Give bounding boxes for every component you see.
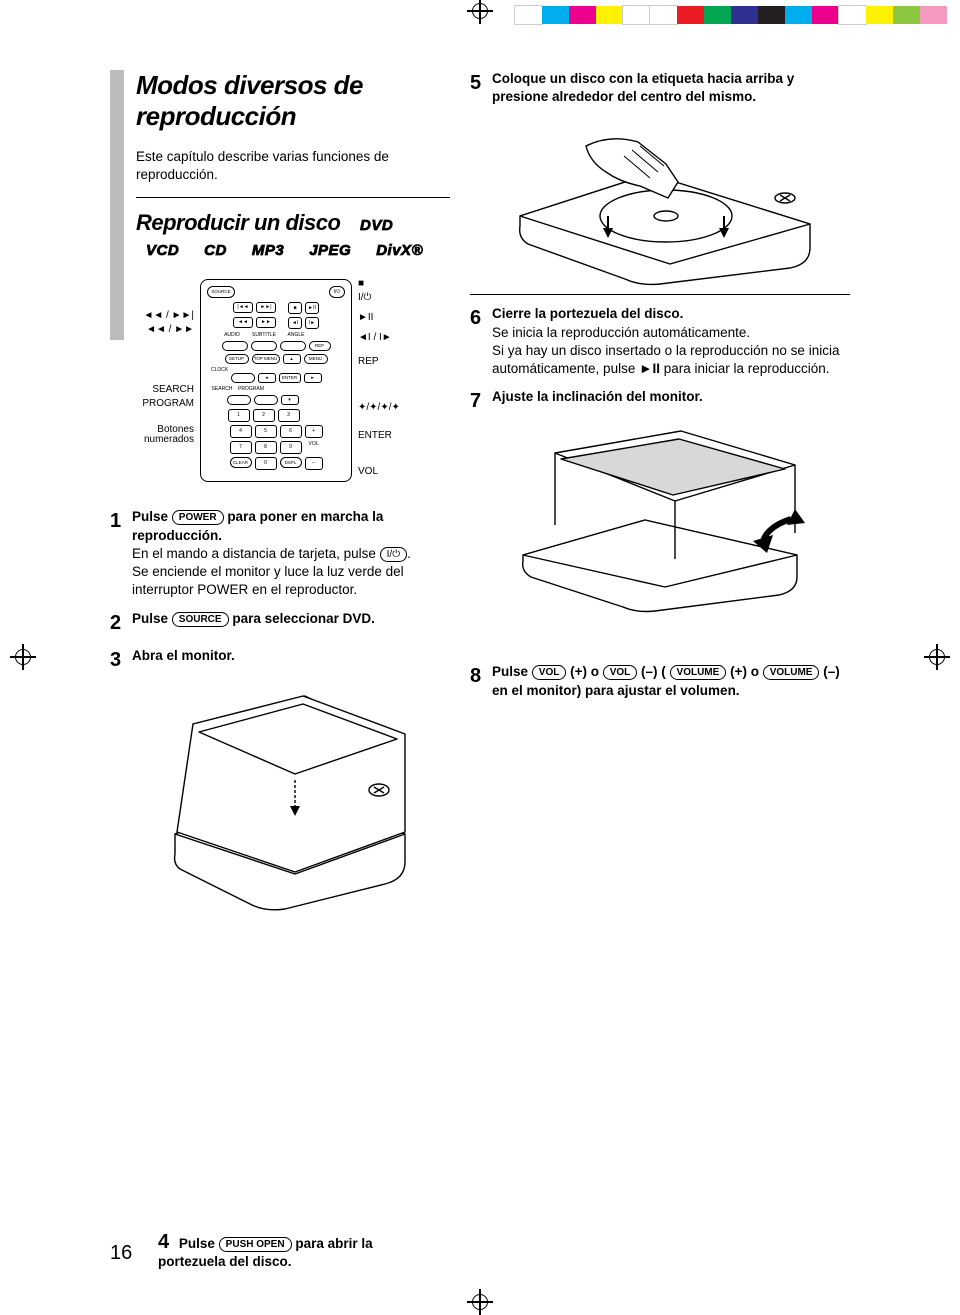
remote-btn-rep: REP [309, 341, 331, 351]
step-1: 1 Pulse POWER para poner en marcha la re… [110, 508, 450, 599]
remote-btn-stop: ■ [288, 302, 302, 314]
remote-btn-audio [222, 341, 248, 351]
reg-mark-top [467, 0, 493, 24]
remote-num-8: 8 [255, 441, 277, 454]
page-number: 16 [110, 1242, 132, 1265]
format-badges: VCD CD MP3 JPEG DivX® [136, 240, 450, 261]
step-5: 5 Coloque un disco con la etiqueta hacia… [470, 70, 850, 106]
step-3: 3 Abra el monitor. [110, 647, 450, 674]
remote-num-9: 9 [280, 441, 302, 454]
reg-mark-left [10, 644, 36, 670]
step-4: 4 Pulse PUSH OPEN para abrir la portezue… [158, 1231, 418, 1269]
step-6: 6 Cierre la portezuela del disco. Se ini… [470, 305, 850, 378]
remote-btn-rew: ◄◄ [233, 317, 253, 328]
remote-btn-ff: ►► [256, 317, 276, 328]
remote-btn-setup: SETUP [225, 354, 249, 364]
remote-num-2: 2 [253, 409, 275, 422]
remote-btn-program [254, 395, 278, 405]
remote-num-7: 7 [230, 441, 252, 454]
remote-btn-dspl: DSPL [280, 457, 302, 468]
remote-num-6: 6 [280, 425, 302, 438]
illus-insert-disc [470, 116, 850, 286]
remote-num-0: 0 [255, 457, 277, 470]
badge-jpeg: JPEG [299, 240, 361, 261]
step-8: 8 Pulse VOL (+) o VOL (–) ( VOLUME (+) o… [470, 663, 850, 699]
remote-btn-power: I/⏻ [329, 286, 345, 298]
remote-num-4: 4 [230, 425, 252, 438]
section-heading: Reproducir un disco DVD [136, 210, 450, 236]
badge-mp3: MP3 [242, 240, 294, 261]
remote-btn-stepback: ◄I [288, 317, 302, 329]
remote-btn-right: ▸ [304, 373, 322, 383]
color-bar [515, 6, 947, 24]
keycap-power: POWER [172, 510, 224, 525]
keycap-source: SOURCE [172, 612, 229, 627]
page-title: Modos diversos de reproducción [136, 70, 450, 132]
illus-open-monitor [140, 684, 450, 914]
remote-callouts-right: ■ I/⏻ ►II ◄I / I► REP ✦/✦/✦/✦ ENTER VOL [352, 279, 422, 482]
remote-btn-source: SOURCE [207, 286, 235, 298]
remote-num-3: 3 [278, 409, 300, 422]
remote-btn-enter: ENTER [279, 373, 301, 383]
badge-vcd: VCD [136, 240, 189, 261]
reg-mark-bottom [467, 1289, 493, 1315]
remote-btn-next: ►►| [256, 302, 276, 313]
remote-btn-angle [280, 341, 306, 351]
step-7: 7 Ajuste la inclinación del monitor. [470, 388, 850, 415]
remote-vol-down: – [305, 457, 323, 470]
keycap-vol: VOL [603, 665, 638, 680]
remote-btn-up: ▴ [283, 354, 301, 364]
remote-vol-up: + [305, 425, 323, 438]
remote-btn-subtitle [251, 341, 277, 351]
reg-mark-right [924, 644, 950, 670]
remote-diagram: SOURCE I/⏻ |◄◄ ►►| ■ ►II ◄◄ ►► ◄I [200, 279, 352, 482]
remote-btn-clear: CLEAR [230, 457, 252, 468]
keycap-volume: VOLUME [763, 665, 820, 680]
divider [136, 197, 450, 198]
remote-btn-play: ►II [305, 302, 319, 314]
remote-btn-topmenu: TOP MENU [252, 354, 280, 364]
remote-btn-left: ◂ [258, 373, 276, 383]
keycap-pushopen: PUSH OPEN [219, 1237, 292, 1252]
keycap-power-icon: I/⏻ [380, 547, 407, 562]
remote-num-1: 1 [228, 409, 250, 422]
remote-btn-prev: |◄◄ [233, 302, 253, 313]
remote-btn-down: ▾ [281, 395, 299, 405]
remote-num-5: 5 [255, 425, 277, 438]
keycap-volume: VOLUME [670, 665, 727, 680]
remote-btn-clock [231, 373, 255, 383]
illus-tilt-monitor [470, 425, 850, 615]
remote-btn-stepfwd: I► [305, 317, 319, 329]
remote-btn-menu: MENU [304, 354, 328, 364]
badge-dvd: DVD [350, 215, 403, 236]
remote-btn-search [227, 395, 251, 405]
step-2: 2 Pulse SOURCE para seleccionar DVD. [110, 610, 450, 637]
badge-divx: DivX® [366, 240, 433, 261]
badge-cd: CD [194, 240, 237, 261]
keycap-vol: VOL [532, 665, 567, 680]
divider [470, 294, 850, 295]
intro-text: Este capítulo describe varias funciones … [136, 148, 436, 183]
section-stripe [110, 70, 124, 340]
